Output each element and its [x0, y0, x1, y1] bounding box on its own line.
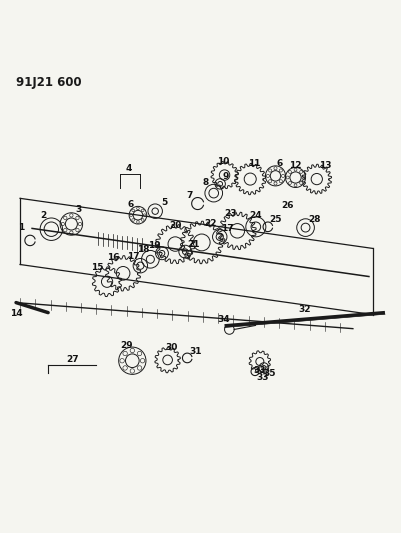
Text: 30: 30: [165, 343, 177, 352]
Text: 10: 10: [217, 157, 229, 166]
Text: 5: 5: [161, 198, 168, 207]
Text: 15: 15: [91, 263, 104, 272]
Text: 21: 21: [187, 239, 200, 248]
Text: 32: 32: [298, 305, 311, 314]
Text: 18: 18: [137, 245, 150, 254]
Text: 27: 27: [66, 355, 79, 364]
Text: 35: 35: [263, 369, 276, 378]
Text: 7: 7: [186, 191, 192, 200]
Text: 2: 2: [40, 211, 47, 220]
Text: 9: 9: [222, 172, 229, 181]
Text: 19: 19: [148, 241, 161, 250]
Text: 28: 28: [308, 215, 321, 224]
Text: 20: 20: [169, 221, 181, 230]
Text: 33: 33: [253, 366, 266, 375]
Text: 16: 16: [107, 253, 119, 262]
Text: 14: 14: [10, 309, 22, 318]
Text: 31: 31: [189, 348, 202, 357]
Text: 17: 17: [127, 253, 140, 261]
Text: 12: 12: [289, 160, 302, 169]
Text: 91J21 600: 91J21 600: [16, 76, 82, 89]
Text: 25: 25: [269, 215, 282, 224]
Text: 17: 17: [221, 224, 233, 233]
Text: 22: 22: [204, 219, 217, 228]
Text: 33: 33: [257, 373, 269, 382]
Text: 24: 24: [249, 211, 262, 220]
Text: 4: 4: [125, 164, 132, 173]
Text: 8: 8: [202, 178, 209, 187]
Text: 26: 26: [281, 201, 294, 210]
Text: 3: 3: [75, 205, 81, 214]
Text: 23: 23: [224, 209, 237, 218]
Text: 6: 6: [277, 159, 283, 168]
Text: 11: 11: [248, 159, 261, 168]
Text: 34: 34: [217, 315, 230, 324]
Text: 1: 1: [18, 223, 24, 232]
Text: 6: 6: [127, 200, 134, 209]
Text: 29: 29: [120, 341, 133, 350]
Text: 13: 13: [318, 161, 331, 170]
